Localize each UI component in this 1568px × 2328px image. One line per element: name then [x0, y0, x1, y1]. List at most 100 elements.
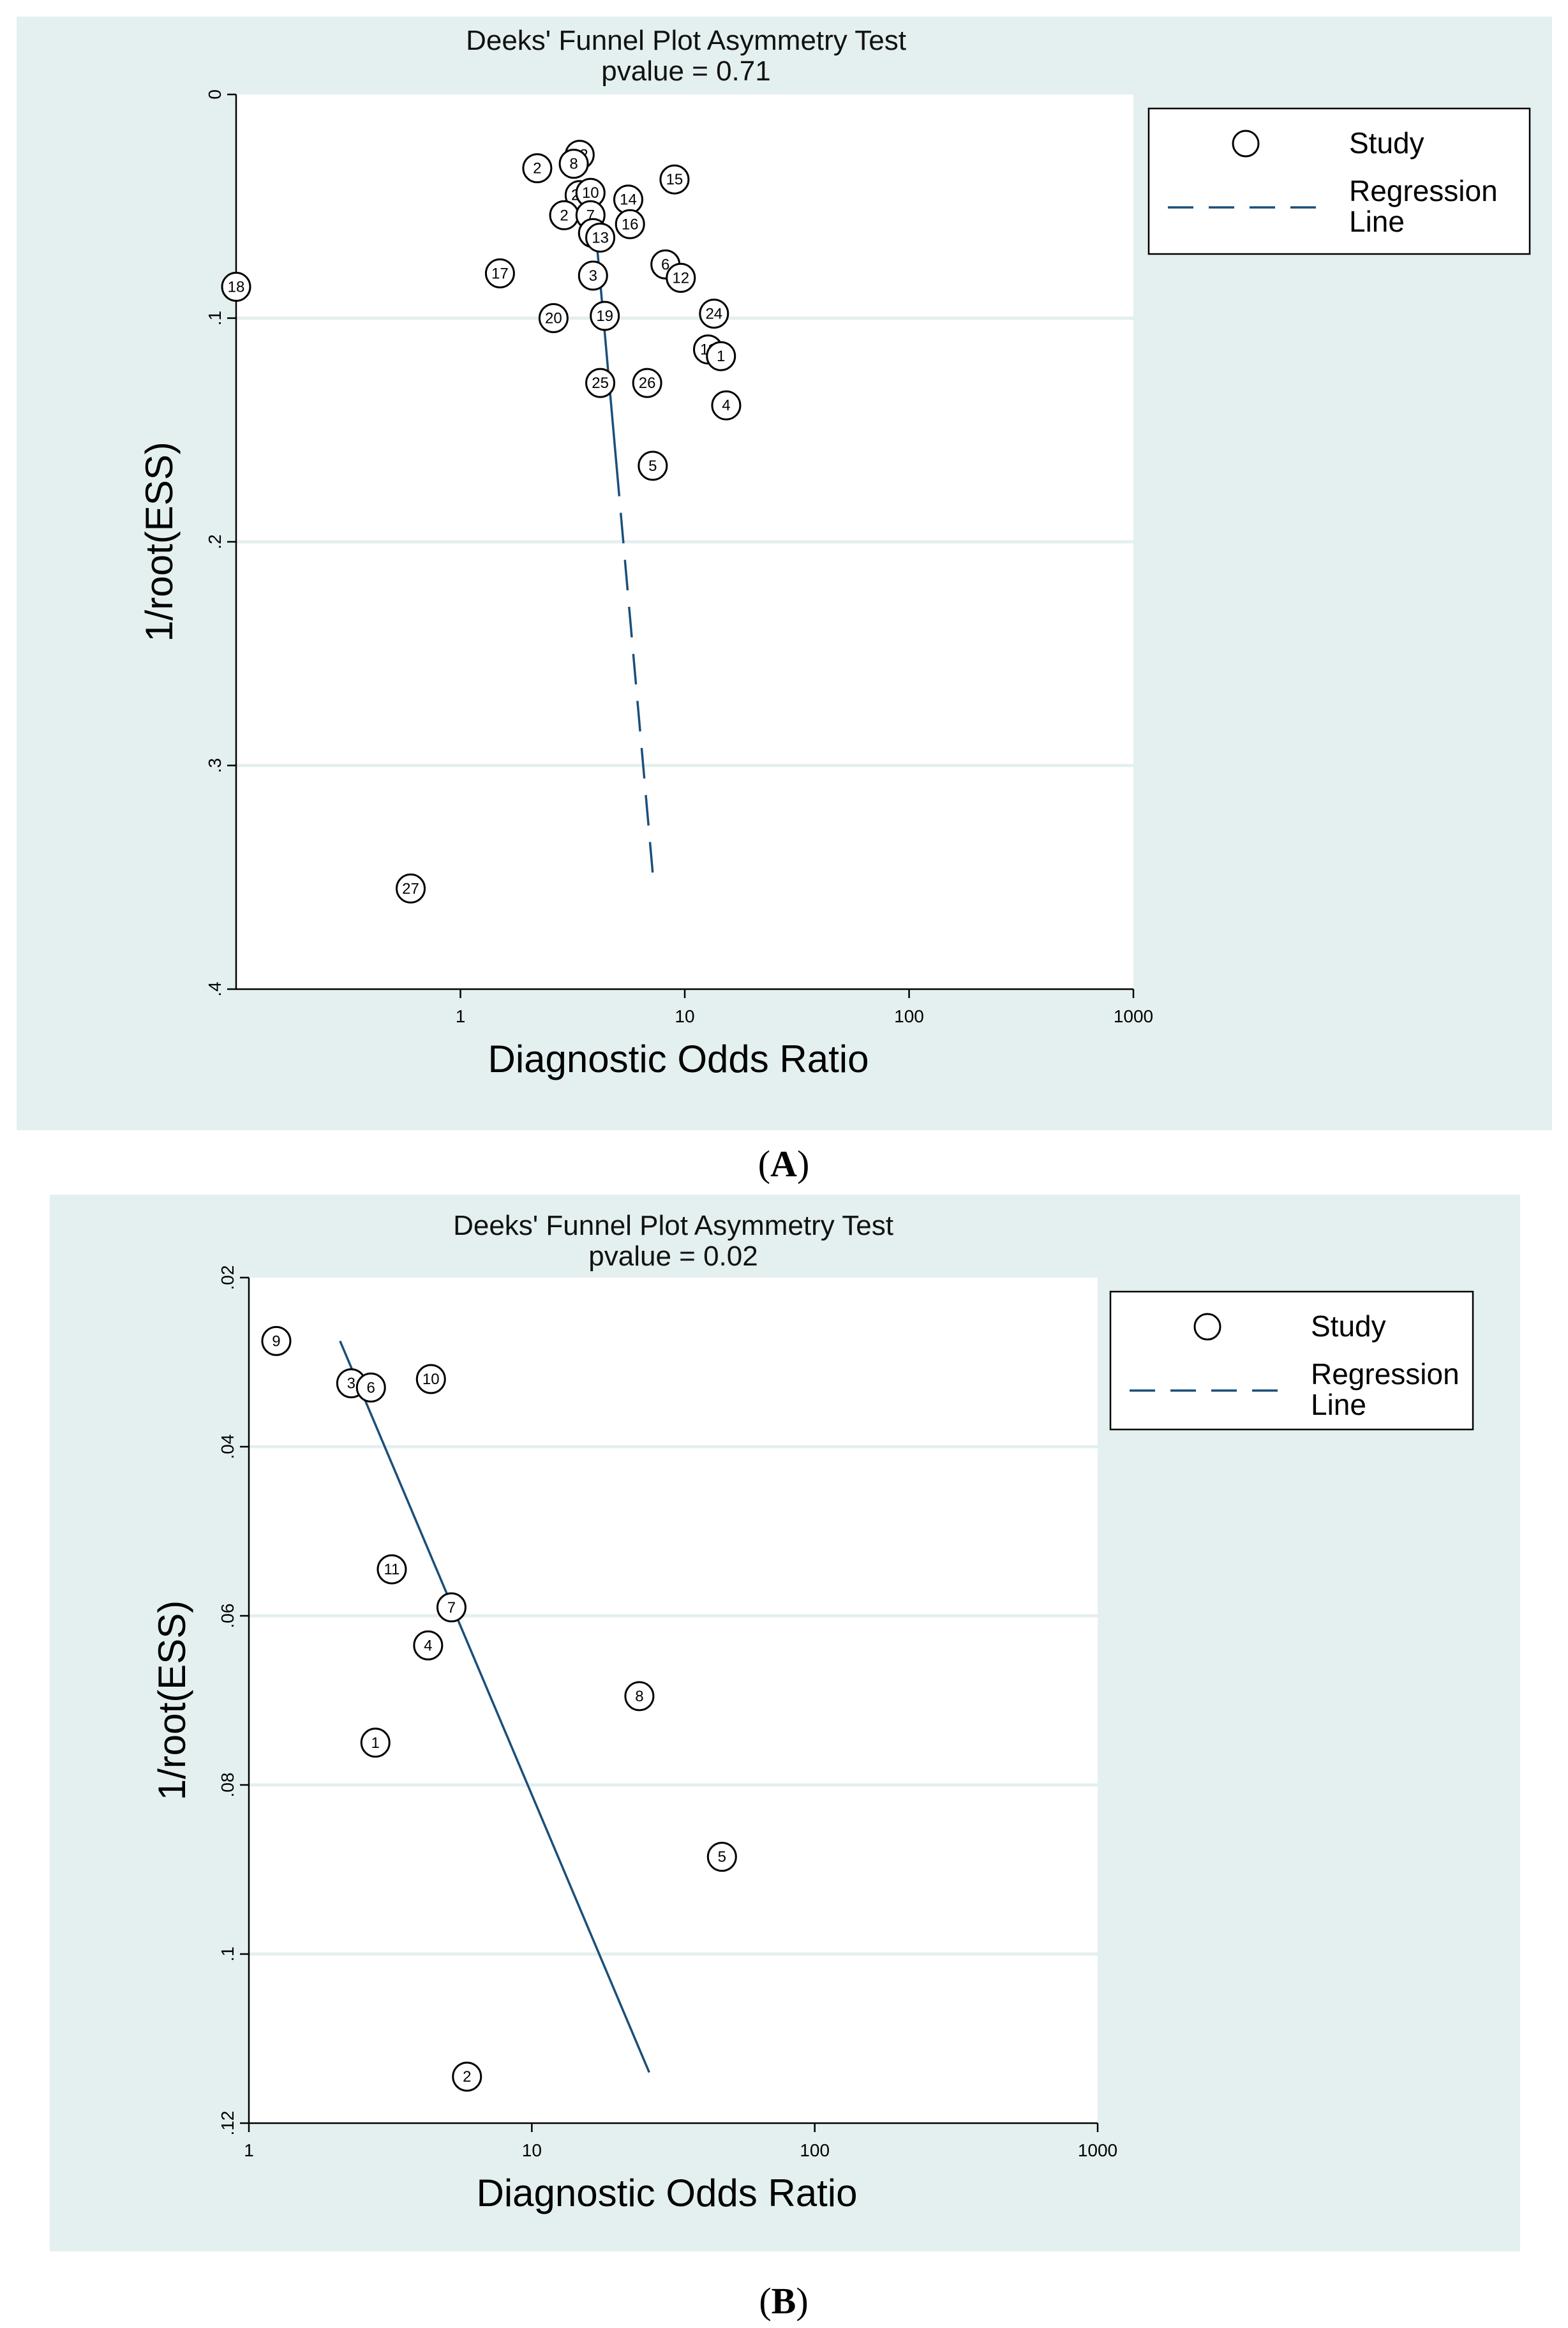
study-point: [711, 390, 742, 421]
study-point: [699, 298, 729, 329]
study-point: [585, 222, 616, 253]
study-point: [484, 258, 515, 288]
chart-title: Deeks' Funnel Plot Asymmetry Test: [453, 1210, 893, 1241]
x-axis-label: Diagnostic Odds Ratio: [488, 1038, 869, 1080]
study-point-label: 20: [545, 310, 562, 327]
study-point-label: 5: [718, 1849, 726, 1866]
study-point-label: 6: [367, 1379, 375, 1396]
study-point-label: 15: [666, 171, 683, 188]
study-point: [396, 873, 426, 904]
study-point: [590, 301, 620, 331]
x-tick-label: 10: [522, 2140, 542, 2160]
study-point: [585, 368, 616, 398]
y-tick-label: .4: [205, 981, 225, 996]
y-axis-label: 1/root(ESS): [151, 1600, 193, 1800]
study-point: [638, 451, 668, 481]
study-point: [615, 209, 645, 239]
study-point-label: 2: [463, 2068, 471, 2086]
study-point: [436, 1592, 467, 1623]
study-point-label: 26: [639, 375, 656, 392]
study-point: [452, 2061, 482, 2092]
study-point-label: 1: [371, 1735, 380, 1752]
study-point: [415, 1364, 446, 1394]
study-point-label: 25: [592, 375, 609, 392]
study-point-label: 3: [589, 267, 597, 285]
study-point: [706, 341, 736, 371]
study-point-label: 19: [596, 308, 613, 325]
y-tick-label: .3: [205, 758, 225, 773]
y-tick-label: 0: [205, 89, 225, 100]
study-point: [261, 1325, 292, 1356]
study-point-label: 1: [717, 348, 725, 365]
x-tick-label: 1000: [1078, 2140, 1117, 2160]
study-point-label: 5: [648, 458, 657, 475]
study-point-label: 11: [384, 1561, 399, 1578]
study-point-label: 10: [422, 1371, 440, 1388]
study-point: [360, 1727, 391, 1758]
study-point: [538, 303, 569, 333]
x-tick-label: 100: [894, 1006, 924, 1026]
study-point-label: 3: [347, 1375, 355, 1392]
regression-line-solid: [339, 1340, 650, 2073]
study-point-label: 24: [705, 305, 722, 322]
study-point-label: 16: [622, 216, 639, 233]
regression-line-dashed: [615, 465, 655, 889]
y-tick-label: .02: [218, 1265, 237, 1290]
y-tick-label: .2: [205, 534, 225, 549]
study-point-label: 8: [569, 156, 578, 173]
study-point-label: 13: [592, 229, 609, 246]
plot-area: [249, 1278, 1098, 2123]
study-point: [706, 1842, 737, 1872]
study-point: [578, 260, 608, 291]
legend-study-label: Study: [1349, 126, 1424, 160]
y-tick-label: .1: [218, 1946, 237, 1961]
legend-box: [1109, 1290, 1474, 1431]
panel-label-b: (B): [759, 2280, 809, 2322]
panel-label-a: (A): [758, 1143, 810, 1184]
x-tick-label: 1000: [1114, 1006, 1153, 1026]
study-point: [558, 149, 589, 179]
study-point: [624, 1681, 655, 1712]
study-point-label: 27: [402, 880, 419, 897]
study-point-label: 14: [620, 191, 637, 209]
y-tick-label: .06: [218, 1604, 237, 1629]
study-point-label: 4: [424, 1637, 432, 1654]
x-tick-label: 10: [675, 1006, 694, 1026]
study-point: [355, 1372, 386, 1403]
study-point: [522, 153, 553, 184]
study-point-label: 10: [582, 184, 599, 202]
study-point-label: 2: [560, 207, 568, 224]
x-axis-label: Diagnostic Odds Ratio: [477, 2172, 858, 2214]
study-point-label: 8: [635, 1688, 643, 1705]
study-point: [221, 271, 251, 302]
chart-subtitle: pvalue = 0.02: [588, 1241, 758, 1272]
study-point-label: 4: [722, 397, 730, 414]
y-axis-label: 1/root(ESS): [138, 442, 181, 641]
legend-study-marker: [1193, 1313, 1221, 1341]
x-tick-label: 1: [456, 1006, 466, 1026]
legend-line-label: Line: [1311, 1388, 1366, 1421]
study-point-label: 9: [272, 1332, 280, 1350]
legend-regression-label: Regression: [1311, 1357, 1460, 1391]
study-point: [659, 164, 690, 195]
study-point: [413, 1630, 444, 1660]
study-point: [632, 368, 662, 398]
x-tick-label: 1: [244, 2140, 254, 2160]
study-point: [377, 1554, 407, 1585]
study-point-label: 17: [491, 265, 509, 282]
funnel-plot-a: 0 .1 .2 .3 .4 1 10 100 1000 Deeks' Funnel Plot As…: [138, 25, 1531, 1080]
legend-box: [1147, 107, 1531, 255]
study-point-label: 12: [672, 269, 689, 287]
study-point-label: 2: [533, 160, 541, 177]
chart-title: Deeks' Funnel Plot Asymmetry Test: [466, 25, 906, 56]
legend-regression-label: Regression: [1349, 174, 1498, 207]
y-tick-label: .1: [205, 311, 225, 325]
y-tick-label: .12: [218, 2111, 237, 2136]
x-tick-label: 100: [800, 2140, 830, 2160]
legend-study-label: Study: [1311, 1310, 1386, 1343]
study-point-label: 18: [228, 278, 245, 295]
y-tick-label: .08: [218, 1773, 237, 1798]
study-point-label: 7: [447, 1599, 456, 1616]
study-point-label: 6: [661, 256, 669, 273]
